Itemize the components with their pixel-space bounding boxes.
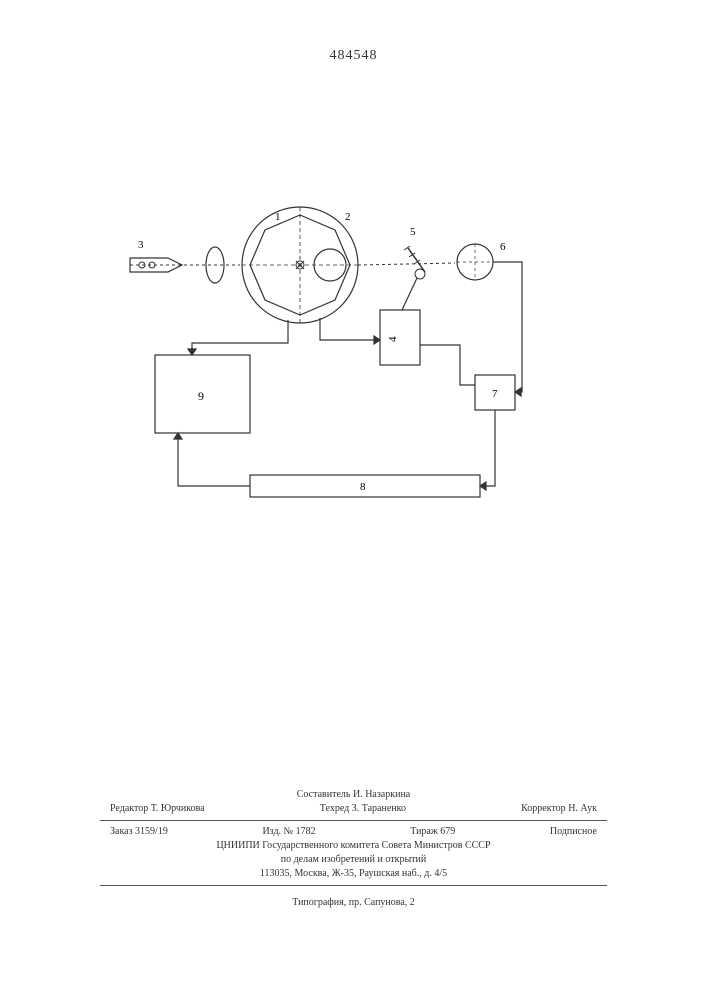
label-2: 2 bbox=[345, 211, 351, 223]
label-9: 9 bbox=[198, 389, 204, 403]
node-mirror-5: 5 bbox=[404, 226, 425, 279]
wires bbox=[174, 262, 522, 490]
node-block-8: 8 bbox=[250, 475, 480, 497]
node-block-9: 9 bbox=[155, 355, 250, 433]
typography-line: Типография, пр. Сапунова, 2 bbox=[0, 896, 707, 910]
editor: Редактор Т. Юрчикова bbox=[110, 802, 205, 816]
corrector: Корректор Н. Аук bbox=[521, 802, 597, 816]
schematic-diagram: 3 1 2 5 bbox=[120, 200, 580, 540]
label-6: 6 bbox=[500, 241, 506, 253]
compiler-line: Составитель И. Назаркина bbox=[0, 788, 707, 802]
label-4: 4 bbox=[387, 336, 399, 342]
label-5: 5 bbox=[410, 226, 416, 238]
label-3: 3 bbox=[138, 239, 144, 251]
document-number: 484548 bbox=[330, 48, 378, 64]
node-block-4: 4 bbox=[380, 310, 420, 365]
node-block-7: 7 bbox=[475, 375, 515, 410]
order-row: Заказ 3159/19 Изд. № 1782 Тираж 679 Подп… bbox=[0, 825, 707, 839]
label-8: 8 bbox=[360, 481, 366, 493]
label-1: 1 bbox=[275, 211, 281, 223]
node-drum-6: 6 bbox=[457, 241, 506, 280]
node-source-3: 3 bbox=[130, 239, 182, 272]
techred: Техред З. Тараненко bbox=[320, 802, 406, 816]
axis-line bbox=[358, 263, 455, 265]
credits-row: Редактор Т. Юрчикова Техред З. Тараненко… bbox=[0, 802, 707, 816]
footer: Составитель И. Назаркина Редактор Т. Юрч… bbox=[0, 788, 707, 910]
org-line-2: по делам изобретений и открытий bbox=[0, 853, 707, 867]
address-line: 113035, Москва, Ж-35, Раушская наб., д. … bbox=[0, 867, 707, 881]
org-line-1: ЦНИИПИ Государственного комитета Совета … bbox=[0, 839, 707, 853]
node-rotor-1: 1 2 bbox=[242, 207, 358, 323]
label-7: 7 bbox=[492, 388, 498, 400]
